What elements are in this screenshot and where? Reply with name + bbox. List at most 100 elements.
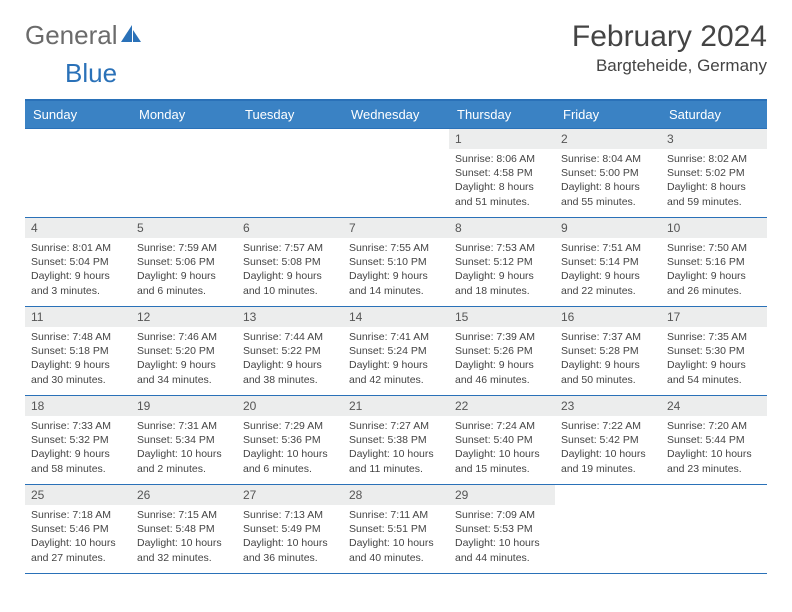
day-cell: 3Sunrise: 8:02 AMSunset: 5:02 PMDaylight…: [661, 129, 767, 218]
day-details: Sunrise: 7:22 AMSunset: 5:42 PMDaylight:…: [555, 416, 661, 480]
sunset-line: Sunset: 5:16 PM: [667, 256, 745, 268]
weekday-sunday: Sunday: [25, 100, 131, 129]
day-cell: 7Sunrise: 7:55 AMSunset: 5:10 PMDaylight…: [343, 218, 449, 307]
sunset-line: Sunset: 5:38 PM: [349, 434, 427, 446]
day-cell: [25, 129, 131, 218]
weekday-wednesday: Wednesday: [343, 100, 449, 129]
day-number: 7: [343, 218, 449, 238]
week-row: 25Sunrise: 7:18 AMSunset: 5:46 PMDayligh…: [25, 485, 767, 574]
day-cell: 18Sunrise: 7:33 AMSunset: 5:32 PMDayligh…: [25, 396, 131, 485]
day-number: 8: [449, 218, 555, 238]
sunset-line: Sunset: 5:49 PM: [243, 523, 321, 535]
day-number: 29: [449, 485, 555, 505]
day-cell: 1Sunrise: 8:06 AMSunset: 4:58 PMDaylight…: [449, 129, 555, 218]
sunrise-line: Sunrise: 7:59 AM: [137, 242, 217, 254]
day-number: 25: [25, 485, 131, 505]
day-details: Sunrise: 7:11 AMSunset: 5:51 PMDaylight:…: [343, 505, 449, 569]
day-cell: 13Sunrise: 7:44 AMSunset: 5:22 PMDayligh…: [237, 307, 343, 396]
day-number: 3: [661, 129, 767, 149]
daylight-line: Daylight: 8 hours and 59 minutes.: [667, 181, 746, 207]
daylight-line: Daylight: 10 hours and 44 minutes.: [455, 537, 540, 563]
day-details: Sunrise: 7:35 AMSunset: 5:30 PMDaylight:…: [661, 327, 767, 391]
sunset-line: Sunset: 5:06 PM: [137, 256, 215, 268]
sunset-line: Sunset: 4:58 PM: [455, 167, 533, 179]
sunset-line: Sunset: 5:04 PM: [31, 256, 109, 268]
daylight-line: Daylight: 8 hours and 55 minutes.: [561, 181, 640, 207]
day-number: 26: [131, 485, 237, 505]
day-number: 20: [237, 396, 343, 416]
sunset-line: Sunset: 5:14 PM: [561, 256, 639, 268]
day-number: 28: [343, 485, 449, 505]
calendar-table: SundayMondayTuesdayWednesdayThursdayFrid…: [25, 99, 767, 574]
weekday-monday: Monday: [131, 100, 237, 129]
daylight-line: Daylight: 9 hours and 42 minutes.: [349, 359, 428, 385]
sunset-line: Sunset: 5:48 PM: [137, 523, 215, 535]
sunrise-line: Sunrise: 7:53 AM: [455, 242, 535, 254]
day-cell: 27Sunrise: 7:13 AMSunset: 5:49 PMDayligh…: [237, 485, 343, 574]
day-details: Sunrise: 7:18 AMSunset: 5:46 PMDaylight:…: [25, 505, 131, 569]
sunrise-line: Sunrise: 7:39 AM: [455, 331, 535, 343]
sunrise-line: Sunrise: 7:31 AM: [137, 420, 217, 432]
day-details: Sunrise: 8:01 AM Sunset: 5:04 PM Daylight:…: [25, 238, 131, 302]
day-details: Sunrise: 7:57 AMSunset: 5:08 PMDaylight:…: [237, 238, 343, 302]
day-cell: [131, 129, 237, 218]
daylight-line: Daylight: 10 hours and 11 minutes.: [349, 448, 434, 474]
day-details: Sunrise: 7:44 AMSunset: 5:22 PMDaylight:…: [237, 327, 343, 391]
day-cell: 29Sunrise: 7:09 AMSunset: 5:53 PMDayligh…: [449, 485, 555, 574]
daylight-line: Daylight: 9 hours and 34 minutes.: [137, 359, 216, 385]
daylight-line: Daylight: 9 hours and 6 minutes.: [137, 270, 216, 296]
sunset-line: Sunset: 5:36 PM: [243, 434, 321, 446]
month-title: February 2024: [572, 20, 767, 54]
day-number: 2: [555, 129, 661, 149]
sunset-line: Sunset: 5:32 PM: [31, 434, 109, 446]
daylight-line: Daylight: 10 hours and 36 minutes.: [243, 537, 328, 563]
day-number: 17: [661, 307, 767, 327]
day-details: Sunrise: 7:20 AMSunset: 5:44 PMDaylight:…: [661, 416, 767, 480]
sunrise-line: Sunrise: 7:09 AM: [455, 509, 535, 521]
day-number: 27: [237, 485, 343, 505]
day-number: 23: [555, 396, 661, 416]
daylight-line: Daylight: 9 hours and 58 minutes.: [31, 448, 110, 474]
daylight-line: Daylight: 10 hours and 2 minutes.: [137, 448, 222, 474]
daylight-line: Daylight: 9 hours and 14 minutes.: [349, 270, 428, 296]
day-cell: [237, 129, 343, 218]
day-cell: 22Sunrise: 7:24 AMSunset: 5:40 PMDayligh…: [449, 396, 555, 485]
daylight-line: Daylight: 9 hours and 3 minutes.: [31, 270, 110, 296]
day-number: 6: [237, 218, 343, 238]
logo-sail-icon: [120, 20, 142, 51]
day-number: 1: [449, 129, 555, 149]
day-details: Sunrise: 7:46 AMSunset: 5:20 PMDaylight:…: [131, 327, 237, 391]
sunset-line: Sunset: 5:40 PM: [455, 434, 533, 446]
day-details: Sunrise: 7:29 AMSunset: 5:36 PMDaylight:…: [237, 416, 343, 480]
weekday-saturday: Saturday: [661, 100, 767, 129]
day-number: 21: [343, 396, 449, 416]
sunset-line: Sunset: 5:00 PM: [561, 167, 639, 179]
daylight-line: Daylight: 9 hours and 10 minutes.: [243, 270, 322, 296]
day-number: 4: [25, 218, 131, 238]
logo-text-1: General: [25, 20, 118, 51]
day-cell: 14Sunrise: 7:41 AMSunset: 5:24 PMDayligh…: [343, 307, 449, 396]
sunset-line: Sunset: 5:20 PM: [137, 345, 215, 357]
sunset-line: Sunset: 5:22 PM: [243, 345, 321, 357]
sunset-line: Sunset: 5:26 PM: [455, 345, 533, 357]
day-cell: [343, 129, 449, 218]
day-number: 19: [131, 396, 237, 416]
day-number: 12: [131, 307, 237, 327]
day-cell: 8Sunrise: 7:53 AMSunset: 5:12 PMDaylight…: [449, 218, 555, 307]
day-cell: [555, 485, 661, 574]
day-details: Sunrise: 7:51 AMSunset: 5:14 PMDaylight:…: [555, 238, 661, 302]
sunrise-line: Sunrise: 7:29 AM: [243, 420, 323, 432]
sunrise-line: Sunrise: 7:48 AM: [31, 331, 111, 343]
sunrise-line: Sunrise: 8:01 AM: [31, 242, 111, 254]
day-cell: 26Sunrise: 7:15 AMSunset: 5:48 PMDayligh…: [131, 485, 237, 574]
day-cell: [661, 485, 767, 574]
sunrise-line: Sunrise: 7:22 AM: [561, 420, 641, 432]
day-cell: 10Sunrise: 7:50 AMSunset: 5:16 PMDayligh…: [661, 218, 767, 307]
day-cell: 4 Sunrise: 8:01 AM Sunset: 5:04 PM Daylight…: [25, 218, 131, 307]
daylight-line: Daylight: 9 hours and 38 minutes.: [243, 359, 322, 385]
sunset-line: Sunset: 5:18 PM: [31, 345, 109, 357]
daylight-line: Daylight: 9 hours and 22 minutes.: [561, 270, 640, 296]
daylight-line: Daylight: 10 hours and 15 minutes.: [455, 448, 540, 474]
day-details: Sunrise: 7:15 AMSunset: 5:48 PMDaylight:…: [131, 505, 237, 569]
day-cell: 12Sunrise: 7:46 AMSunset: 5:20 PMDayligh…: [131, 307, 237, 396]
